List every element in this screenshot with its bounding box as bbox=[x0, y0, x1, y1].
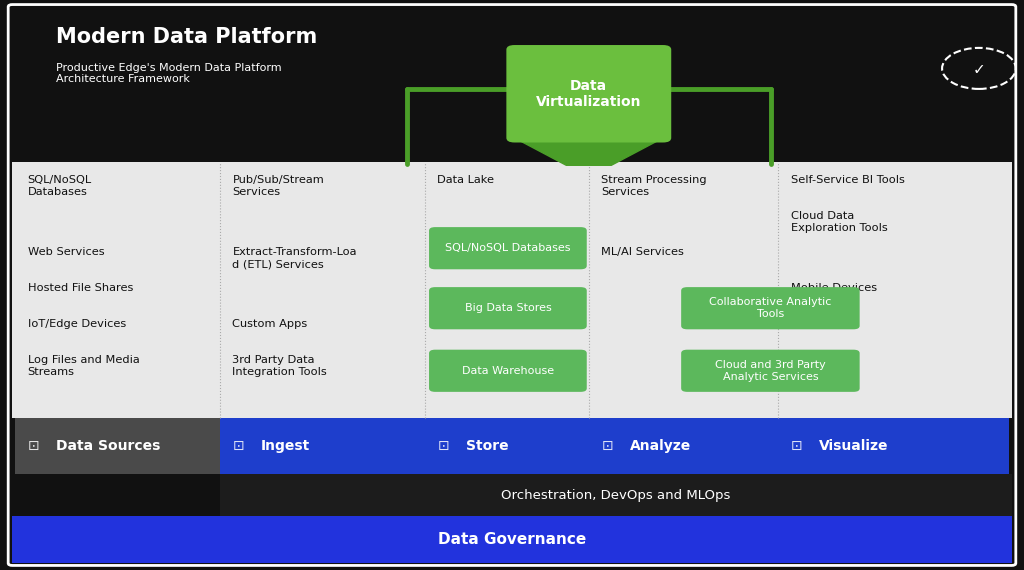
Text: ⊡: ⊡ bbox=[437, 439, 450, 453]
Text: Mobile Devices: Mobile Devices bbox=[791, 283, 877, 293]
Text: Big Data Stores: Big Data Stores bbox=[465, 303, 551, 313]
Text: SQL/NoSQL
Databases: SQL/NoSQL Databases bbox=[28, 175, 92, 197]
Text: Data Lake: Data Lake bbox=[437, 175, 495, 185]
Text: Visualize: Visualize bbox=[819, 439, 889, 453]
Bar bbox=[589, 418, 778, 474]
Text: Data Sources: Data Sources bbox=[56, 439, 161, 453]
Bar bbox=[220, 474, 1012, 516]
FancyBboxPatch shape bbox=[429, 349, 587, 392]
Bar bbox=[220, 418, 425, 474]
Text: Analyze: Analyze bbox=[630, 439, 691, 453]
Text: Modern Data Platform: Modern Data Platform bbox=[56, 27, 317, 47]
Text: Cloud and 3rd Party
Analytic Services: Cloud and 3rd Party Analytic Services bbox=[715, 360, 825, 381]
FancyBboxPatch shape bbox=[506, 45, 672, 142]
Text: ✓: ✓ bbox=[973, 62, 985, 77]
FancyBboxPatch shape bbox=[429, 287, 587, 329]
Bar bbox=[778, 418, 1009, 474]
Text: SQL/NoSQL Databases: SQL/NoSQL Databases bbox=[445, 243, 570, 253]
Text: ⊡: ⊡ bbox=[601, 439, 613, 453]
Text: Orchestration, DevOps and MLOps: Orchestration, DevOps and MLOps bbox=[502, 488, 730, 502]
Bar bbox=[12, 516, 1012, 563]
Text: Hosted File Shares: Hosted File Shares bbox=[28, 283, 133, 293]
Text: Data
Virtualization: Data Virtualization bbox=[536, 79, 642, 109]
Text: ⊡: ⊡ bbox=[791, 439, 803, 453]
Text: Log Files and Media
Streams: Log Files and Media Streams bbox=[28, 355, 139, 377]
Text: Pub/Sub/Stream
Services: Pub/Sub/Stream Services bbox=[232, 175, 325, 197]
Text: Web Services: Web Services bbox=[28, 247, 104, 257]
Text: Extract-Transform-Loa
d (ETL) Services: Extract-Transform-Loa d (ETL) Services bbox=[232, 247, 357, 269]
Text: Store: Store bbox=[466, 439, 509, 453]
Polygon shape bbox=[514, 138, 664, 165]
Bar bbox=[425, 418, 589, 474]
Text: ML/AI Services: ML/AI Services bbox=[601, 247, 684, 257]
Text: ⊡: ⊡ bbox=[232, 439, 245, 453]
Text: IoT/Edge Devices: IoT/Edge Devices bbox=[28, 319, 126, 329]
Text: ⊡: ⊡ bbox=[28, 439, 40, 453]
Text: Data Warehouse: Data Warehouse bbox=[462, 366, 554, 376]
FancyBboxPatch shape bbox=[429, 227, 587, 269]
FancyBboxPatch shape bbox=[8, 5, 1016, 565]
FancyBboxPatch shape bbox=[681, 287, 860, 329]
Text: Self-Service BI Tools: Self-Service BI Tools bbox=[791, 175, 904, 185]
FancyBboxPatch shape bbox=[681, 349, 860, 392]
Bar bbox=[15, 418, 220, 474]
Text: Stream Processing
Services: Stream Processing Services bbox=[601, 175, 707, 197]
Text: Custom Apps: Custom Apps bbox=[232, 319, 307, 329]
Text: Cloud Data
Exploration Tools: Cloud Data Exploration Tools bbox=[791, 211, 887, 233]
Text: Productive Edge's Modern Data Platform
Architecture Framework: Productive Edge's Modern Data Platform A… bbox=[56, 63, 282, 84]
Bar bbox=[12, 162, 1012, 418]
Text: 3rd Party Data
Integration Tools: 3rd Party Data Integration Tools bbox=[232, 355, 328, 377]
Bar bbox=[12, 7, 1012, 162]
Text: Ingest: Ingest bbox=[261, 439, 310, 453]
Text: Collaborative Analytic
Tools: Collaborative Analytic Tools bbox=[710, 298, 831, 319]
Text: Data Governance: Data Governance bbox=[438, 532, 586, 547]
